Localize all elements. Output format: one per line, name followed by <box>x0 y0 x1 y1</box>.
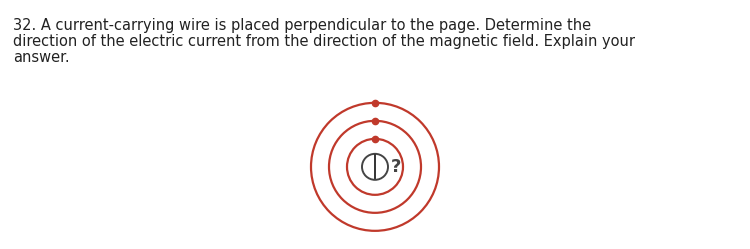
Text: direction of the electric current from the direction of the magnetic field. Expl: direction of the electric current from t… <box>13 34 635 49</box>
Text: 32. A current-carrying wire is placed perpendicular to the page. Determine the: 32. A current-carrying wire is placed pe… <box>13 18 592 33</box>
Text: ?: ? <box>391 158 401 176</box>
Text: answer.: answer. <box>13 50 70 65</box>
